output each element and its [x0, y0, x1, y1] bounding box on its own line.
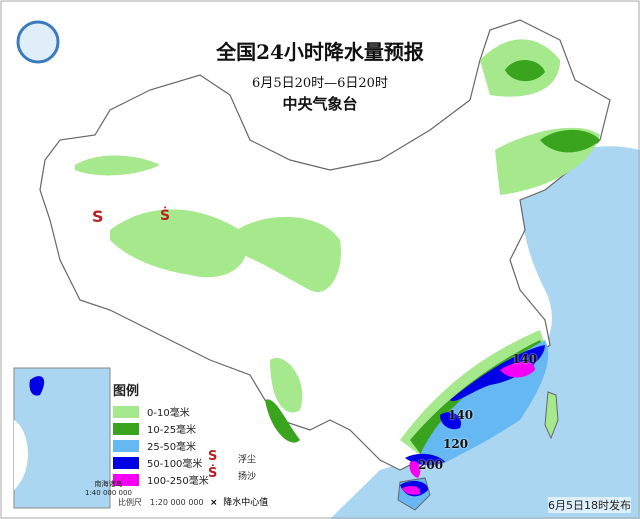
inset-label: 南海诸岛 1:40 000 000	[85, 480, 132, 497]
center-value: 140	[512, 352, 538, 366]
cross-icon: ×	[210, 498, 218, 508]
legend: 图例 0-10毫米 10-25毫米 25-50毫米 50-100毫米 100-2…	[113, 380, 313, 488]
dust-icon: S	[208, 449, 218, 464]
scale: 比例尺 1:20 000 000	[118, 498, 204, 507]
rain-100-250	[402, 361, 535, 495]
legend-item: 100-250毫米	[113, 471, 313, 488]
legend-item: 0-10毫米	[113, 403, 313, 420]
center-value: 120	[443, 437, 469, 451]
legend-item: 50-100毫米	[113, 454, 313, 471]
legend-title: 图例	[113, 384, 140, 399]
legend-item: 10-25毫米	[113, 420, 313, 437]
dust-symbol: S	[92, 207, 104, 226]
sea	[330, 146, 640, 519]
sand-symbol: Ṡ	[160, 206, 170, 224]
sand-icon: Ṡ	[208, 466, 218, 481]
logo	[16, 20, 60, 64]
dust-label: 浮尘	[238, 455, 257, 465]
issued-time: 6月5日18时发布	[548, 497, 631, 513]
legend-item: 25-50毫米	[113, 437, 313, 454]
south-china-sea-inset	[13, 367, 111, 509]
issuer: 中央气象台	[282, 95, 358, 113]
center-value-key: × 降水中心值	[210, 498, 269, 508]
forecast-period: 6月5日20时—6日20时	[252, 76, 388, 91]
center-value: 140	[448, 408, 474, 422]
map-title: 全国24小时降水量预报	[216, 40, 424, 64]
center-value: 200	[418, 458, 444, 472]
taiwan	[544, 391, 559, 440]
sand-label: 扬沙	[238, 472, 257, 482]
